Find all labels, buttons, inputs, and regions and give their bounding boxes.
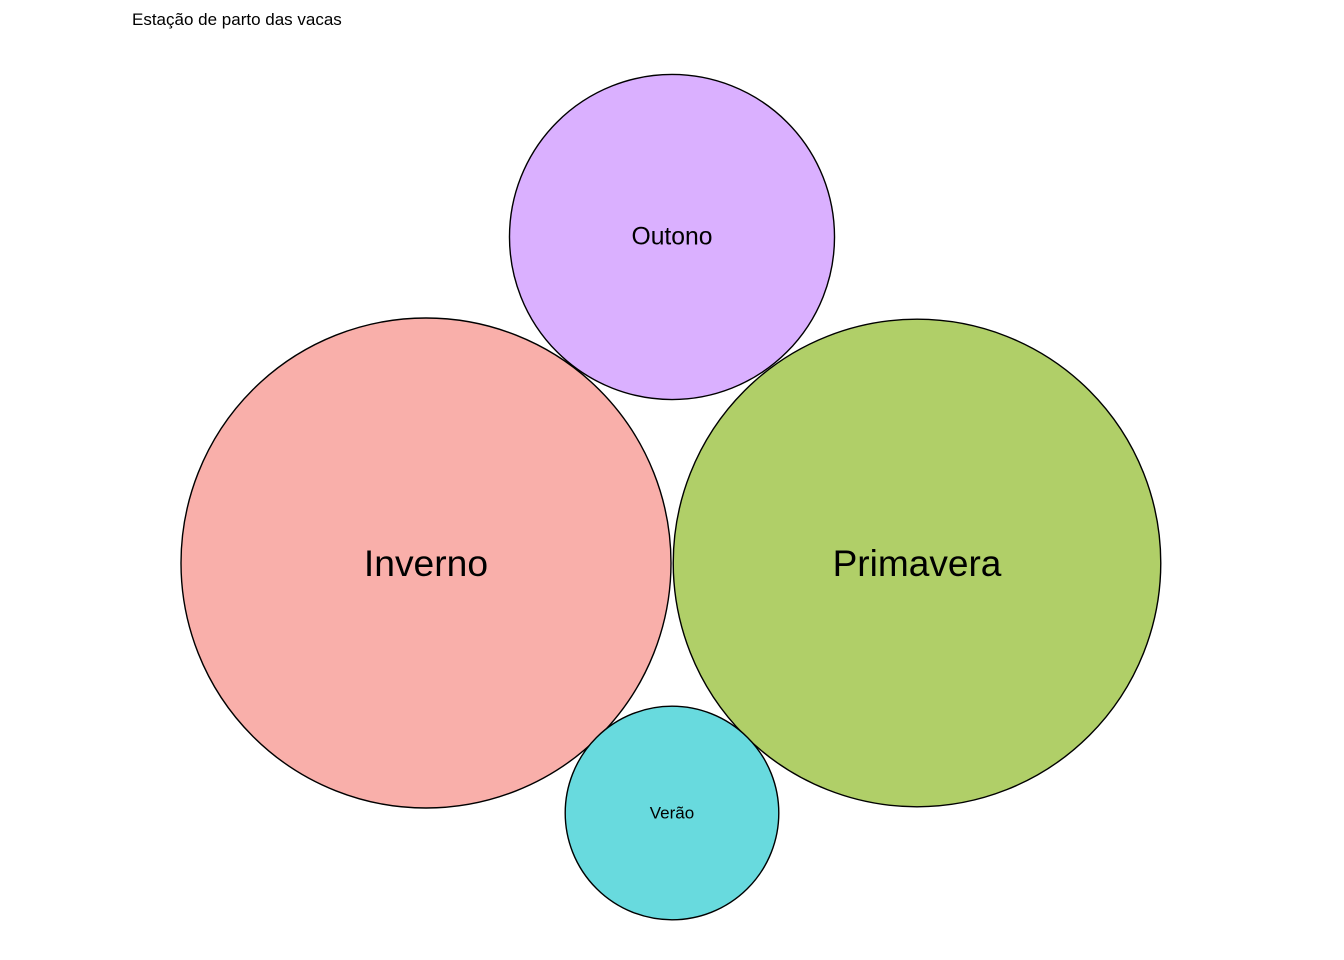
bubble-circle — [672, 318, 1162, 808]
bubble-circle — [180, 317, 672, 809]
chart-title: Estação de parto das vacas — [132, 10, 342, 29]
bubble-circle — [564, 705, 780, 921]
bubble-label: Outono — [632, 224, 713, 251]
bubble-3: Verão — [564, 705, 780, 921]
bubble-label: Inverno — [364, 542, 488, 584]
bubble-circle — [508, 73, 836, 401]
bubble-2: Primavera — [672, 318, 1162, 808]
bubble-label: Verão — [650, 804, 694, 823]
bubble-label: Primavera — [833, 542, 1002, 584]
bubble-1: Inverno — [180, 317, 672, 809]
bubble-0: Outono — [508, 73, 836, 401]
